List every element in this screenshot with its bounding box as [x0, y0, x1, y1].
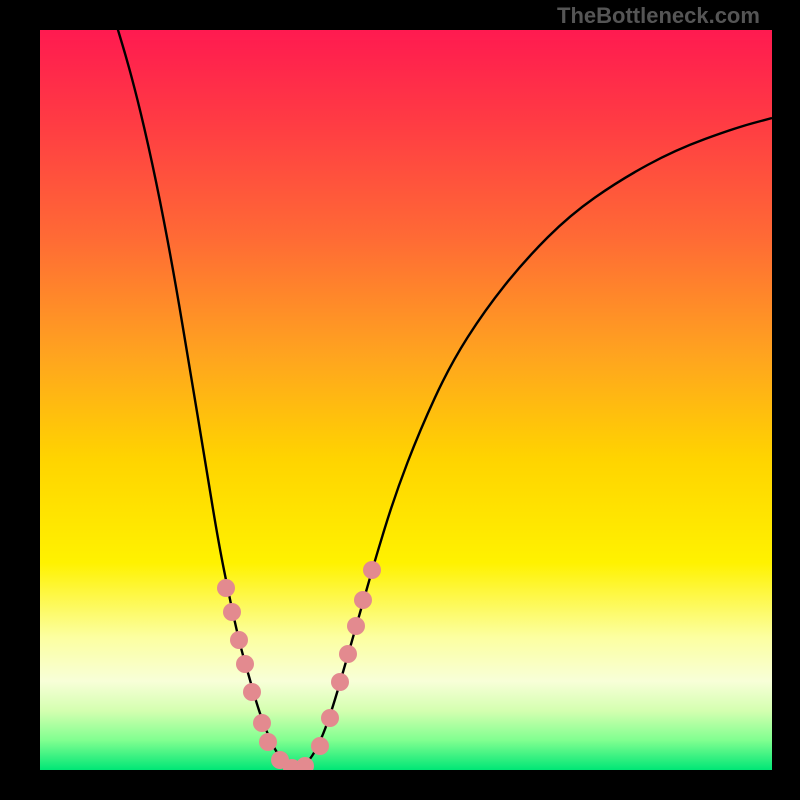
plot-area: [40, 30, 772, 770]
watermark-text: TheBottleneck.com: [557, 3, 760, 29]
data-marker: [230, 631, 248, 649]
data-marker: [311, 737, 329, 755]
chart-frame: TheBottleneck.com: [0, 0, 800, 800]
data-marker: [339, 645, 357, 663]
curve-left: [115, 30, 290, 768]
data-marker: [253, 714, 271, 732]
data-marker: [217, 579, 235, 597]
data-marker: [259, 733, 277, 751]
data-marker: [243, 683, 261, 701]
data-marker: [321, 709, 339, 727]
data-marker: [236, 655, 254, 673]
curves-svg: [40, 30, 772, 770]
data-marker: [363, 561, 381, 579]
curve-right: [300, 118, 772, 768]
data-marker: [223, 603, 241, 621]
data-marker: [347, 617, 365, 635]
data-marker: [354, 591, 372, 609]
data-marker: [331, 673, 349, 691]
